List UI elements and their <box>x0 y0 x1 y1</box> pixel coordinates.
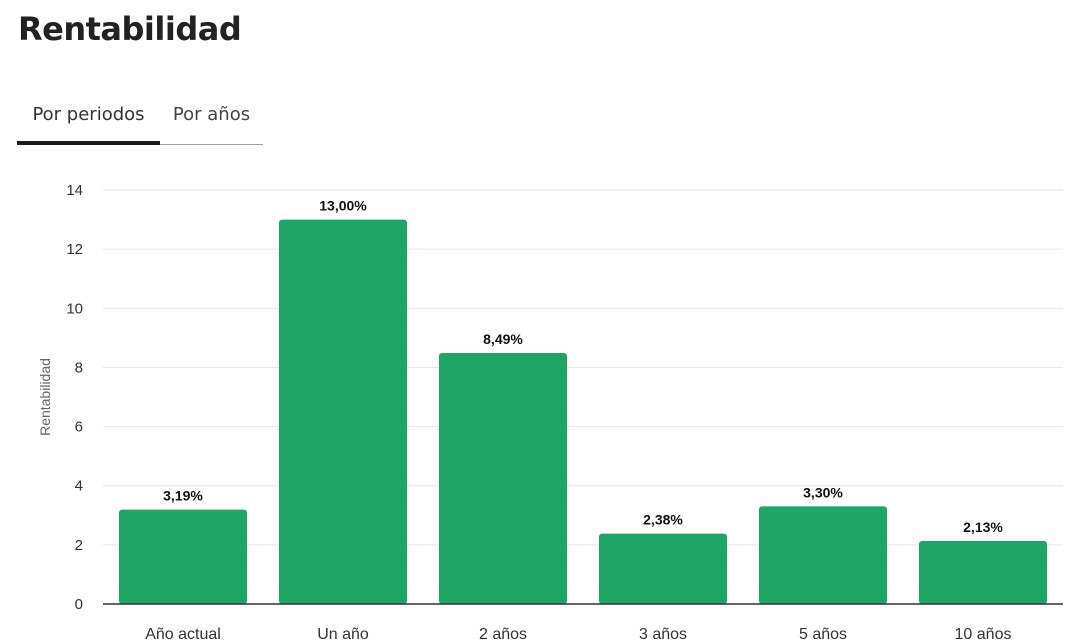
x-tick-label: Año actual <box>145 626 221 642</box>
y-tick-label: 6 <box>75 419 83 436</box>
x-axis-ticks: Año actual Un año 2 años 3 años 5 años 10 año… <box>145 626 1011 642</box>
bar[interactable] <box>599 533 727 604</box>
y-tick-label: 12 <box>66 241 83 258</box>
tab-por-anos[interactable]: Por años <box>172 104 251 125</box>
bar-value-label: 8,49% <box>483 331 523 347</box>
x-tick-label: 3 años <box>639 626 687 642</box>
bar-value-label: 2,13% <box>963 519 1003 535</box>
y-tick-label: 8 <box>75 359 83 376</box>
bar-chart: 0 2 4 6 8 10 12 14 Rentabilidad 3,19% 13,00% 8,49… <box>37 182 1063 642</box>
bar-value-label: 13,00% <box>319 198 367 214</box>
bar-value-label: 2,38% <box>643 512 683 528</box>
y-tick-label: 4 <box>75 478 83 495</box>
x-tick-label: 5 años <box>799 626 847 642</box>
bar[interactable] <box>279 219 407 605</box>
bars: 3,19% 13,00% 8,49% 2,38% 3,30% 2,13% <box>119 198 1047 605</box>
tab-por-periodos[interactable]: Por periodos <box>17 92 160 145</box>
y-tick-label: 2 <box>75 537 83 554</box>
x-tick-label: Un año <box>317 626 369 642</box>
y-tick-label: 14 <box>66 182 83 199</box>
bar[interactable] <box>919 541 1047 604</box>
y-tick-label: 10 <box>66 300 83 317</box>
bar-value-label: 3,19% <box>163 488 203 504</box>
bar-value-label: 3,30% <box>803 484 843 500</box>
y-axis-ticks: 0 2 4 6 8 10 12 14 <box>66 182 83 613</box>
y-tick-label: 0 <box>75 596 83 613</box>
y-axis-label: Rentabilidad <box>37 358 53 436</box>
bar[interactable] <box>119 509 247 604</box>
bar[interactable] <box>439 352 567 604</box>
page-title: Rentabilidad <box>18 10 242 48</box>
bar[interactable] <box>759 506 887 604</box>
x-tick-label: 2 años <box>479 626 527 642</box>
tab-bar: Por periodos Por años <box>17 92 263 145</box>
grid-lines <box>103 189 1063 546</box>
x-tick-label: 10 años <box>955 626 1012 642</box>
